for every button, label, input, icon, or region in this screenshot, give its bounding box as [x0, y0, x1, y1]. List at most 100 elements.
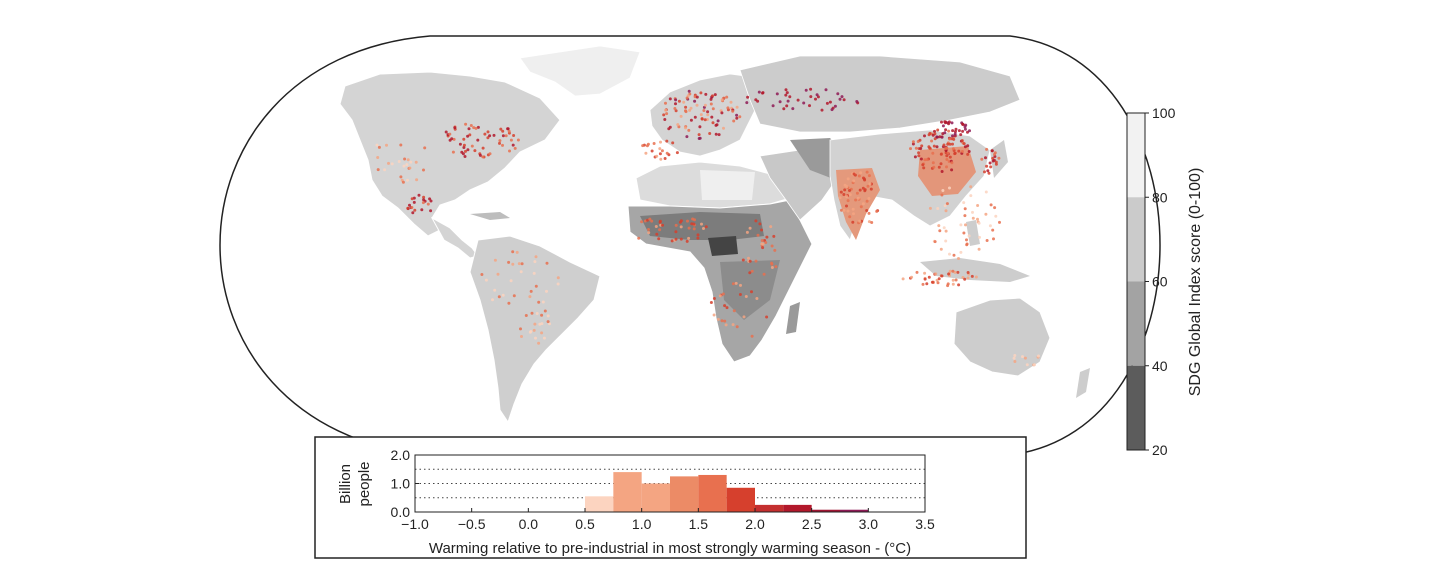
warming-dot — [870, 221, 874, 224]
warming-dot — [720, 319, 724, 323]
warming-dot — [687, 236, 691, 240]
warming-dot — [486, 130, 490, 134]
warming-dot — [742, 315, 746, 319]
warming-dot — [969, 194, 973, 198]
warming-dot — [422, 198, 426, 202]
warming-dot — [530, 311, 534, 315]
north-asia — [739, 55, 1021, 133]
sahel — [640, 212, 764, 240]
warming-dot — [842, 208, 846, 212]
warming-dot — [679, 225, 683, 229]
warming-dot — [954, 278, 958, 282]
warming-dot — [953, 130, 957, 134]
south-america — [469, 235, 601, 424]
warming-dot — [764, 241, 768, 244]
warming-dot — [963, 207, 967, 211]
warming-dot — [377, 145, 381, 149]
warming-dot — [448, 138, 452, 142]
philippines — [966, 220, 980, 246]
warming-dot — [725, 306, 729, 310]
warming-dot — [537, 341, 541, 345]
warming-dot — [704, 225, 708, 229]
warming-dot — [976, 217, 979, 221]
warming-dot — [824, 88, 828, 92]
histogram-bar — [641, 483, 670, 512]
warming-dot — [976, 204, 980, 207]
warming-dot — [761, 246, 765, 250]
warming-dot — [493, 288, 497, 292]
warming-dot — [469, 124, 473, 127]
warming-dot — [852, 212, 855, 216]
warming-dot — [726, 106, 730, 110]
warming-dot — [376, 156, 380, 159]
warming-dot — [534, 284, 538, 288]
warming-dot — [866, 184, 870, 188]
world-map — [219, 35, 1161, 456]
warming-dot — [387, 161, 390, 165]
warming-dot — [519, 270, 523, 274]
warming-dot — [910, 275, 914, 279]
warming-dot — [710, 115, 714, 119]
warming-dot — [501, 129, 505, 133]
warming-dot — [706, 113, 710, 117]
warming-dot — [842, 98, 846, 102]
warming-dot — [796, 98, 800, 102]
warming-dot — [654, 225, 658, 228]
warming-dot — [808, 104, 811, 108]
china-east — [918, 146, 976, 196]
warming-dot — [956, 270, 960, 274]
warming-dot — [935, 145, 939, 149]
warming-dot — [408, 203, 411, 207]
warming-dot — [950, 161, 954, 165]
warming-dot — [556, 276, 560, 280]
warming-dot — [542, 336, 546, 340]
warming-dot — [410, 197, 414, 201]
warming-dot — [774, 265, 778, 269]
warming-dot — [915, 270, 919, 274]
warming-dot — [923, 277, 927, 281]
warming-dot — [665, 112, 669, 116]
warming-dot — [994, 214, 998, 218]
warming-dot — [492, 133, 496, 137]
warming-dot — [760, 228, 764, 232]
warming-dot — [712, 313, 716, 317]
warming-dot — [422, 195, 426, 199]
warming-dot — [684, 109, 687, 113]
warming-dot — [989, 165, 993, 169]
warming-dot — [738, 293, 742, 296]
warming-dot — [403, 157, 407, 161]
warming-dot — [501, 143, 504, 147]
warming-dot — [961, 129, 965, 133]
warming-dot — [409, 160, 413, 164]
warming-dot — [944, 209, 948, 213]
warming-dot — [814, 97, 817, 101]
warming-dot — [652, 142, 656, 145]
colorbar-band — [1127, 281, 1145, 366]
warming-dot — [927, 275, 931, 279]
warming-dot — [934, 272, 938, 276]
warming-dot — [646, 218, 649, 222]
warming-dot — [939, 247, 943, 251]
warming-dot — [720, 98, 724, 102]
warming-dot — [845, 185, 849, 189]
warming-dot — [412, 200, 416, 204]
warming-dot — [802, 101, 806, 105]
warming-dot — [913, 155, 917, 159]
warming-dot — [750, 269, 754, 273]
warming-dot — [406, 178, 409, 182]
warming-dot — [685, 239, 689, 243]
warming-dot — [848, 189, 851, 192]
warming-dot — [1013, 354, 1017, 357]
warming-dot — [667, 153, 671, 157]
warming-dot — [478, 153, 482, 157]
warming-dot — [984, 156, 987, 160]
warming-dot — [709, 102, 713, 106]
warming-dot — [854, 198, 858, 202]
warming-dot — [950, 168, 954, 172]
histogram-bar — [840, 509, 869, 512]
warming-dot — [945, 202, 949, 206]
warming-dot — [674, 98, 678, 102]
warming-dot — [655, 154, 659, 158]
warming-dot — [839, 190, 843, 194]
warming-dot — [507, 129, 511, 133]
